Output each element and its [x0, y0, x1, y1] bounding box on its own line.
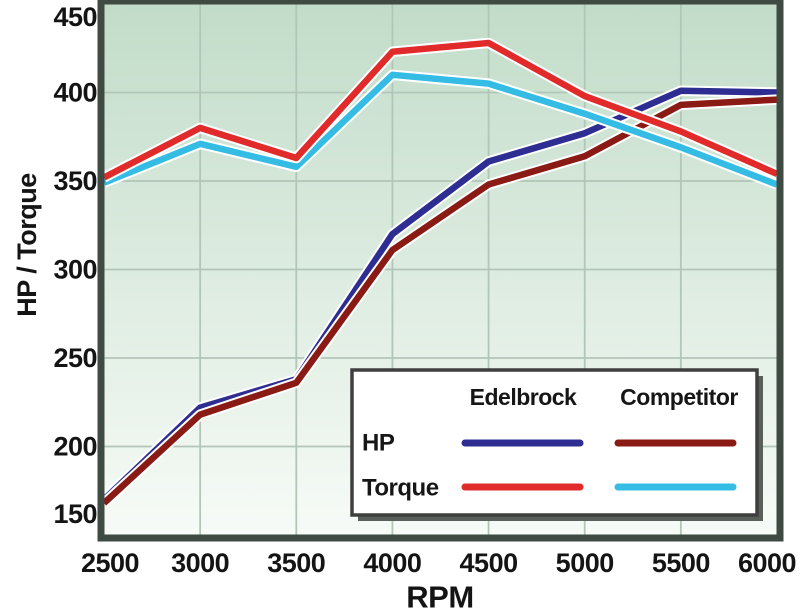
- legend-header-edelbrock: Edelbrock: [470, 384, 577, 410]
- legend-swatches: [461, 439, 737, 491]
- series-line-hp-edelbrock: [101, 87, 778, 502]
- y-tick-label: 450: [53, 2, 97, 32]
- y-axis-tick-labels: 150 200 250 300 350 400 450: [53, 2, 97, 529]
- y-tick-label: 200: [53, 432, 97, 462]
- y-axis-title: HP / Torque: [12, 173, 42, 317]
- y-tick-label: 400: [53, 78, 97, 108]
- x-tick-label: 3500: [267, 548, 325, 578]
- y-tick-label: 350: [53, 166, 97, 196]
- x-tick-label: 6000: [738, 548, 796, 578]
- x-axis-tick-labels: 2500 3000 3500 4000 4500 5000 5500 6000: [81, 548, 797, 578]
- legend-row-label-hp: HP: [362, 430, 395, 457]
- x-axis-title: RPM: [406, 580, 473, 614]
- x-tick-label: 5500: [652, 548, 710, 578]
- y-tick-label: 250: [53, 343, 97, 373]
- x-tick-label: 2500: [81, 548, 139, 578]
- legend: Edelbrock Competitor HP Torque: [350, 368, 763, 521]
- x-tick-label: 4000: [363, 548, 421, 578]
- plot-border: [97, 0, 784, 542]
- legend-row-label-torque: Torque: [362, 475, 439, 502]
- series-line-torque-edelbrock: [102, 39, 779, 181]
- legend-header-competitor: Competitor: [620, 384, 738, 410]
- x-tick-label: 5000: [556, 548, 614, 578]
- x-tick-label: 4500: [460, 548, 518, 578]
- series-line-torque-competitor: [102, 71, 779, 188]
- x-tick-label: 3000: [171, 548, 229, 578]
- series-lines: [100, 37, 780, 508]
- y-tick-label: 300: [53, 255, 97, 285]
- y-tick-label: 150: [53, 499, 97, 529]
- series-line-hp-competitor: [101, 96, 778, 506]
